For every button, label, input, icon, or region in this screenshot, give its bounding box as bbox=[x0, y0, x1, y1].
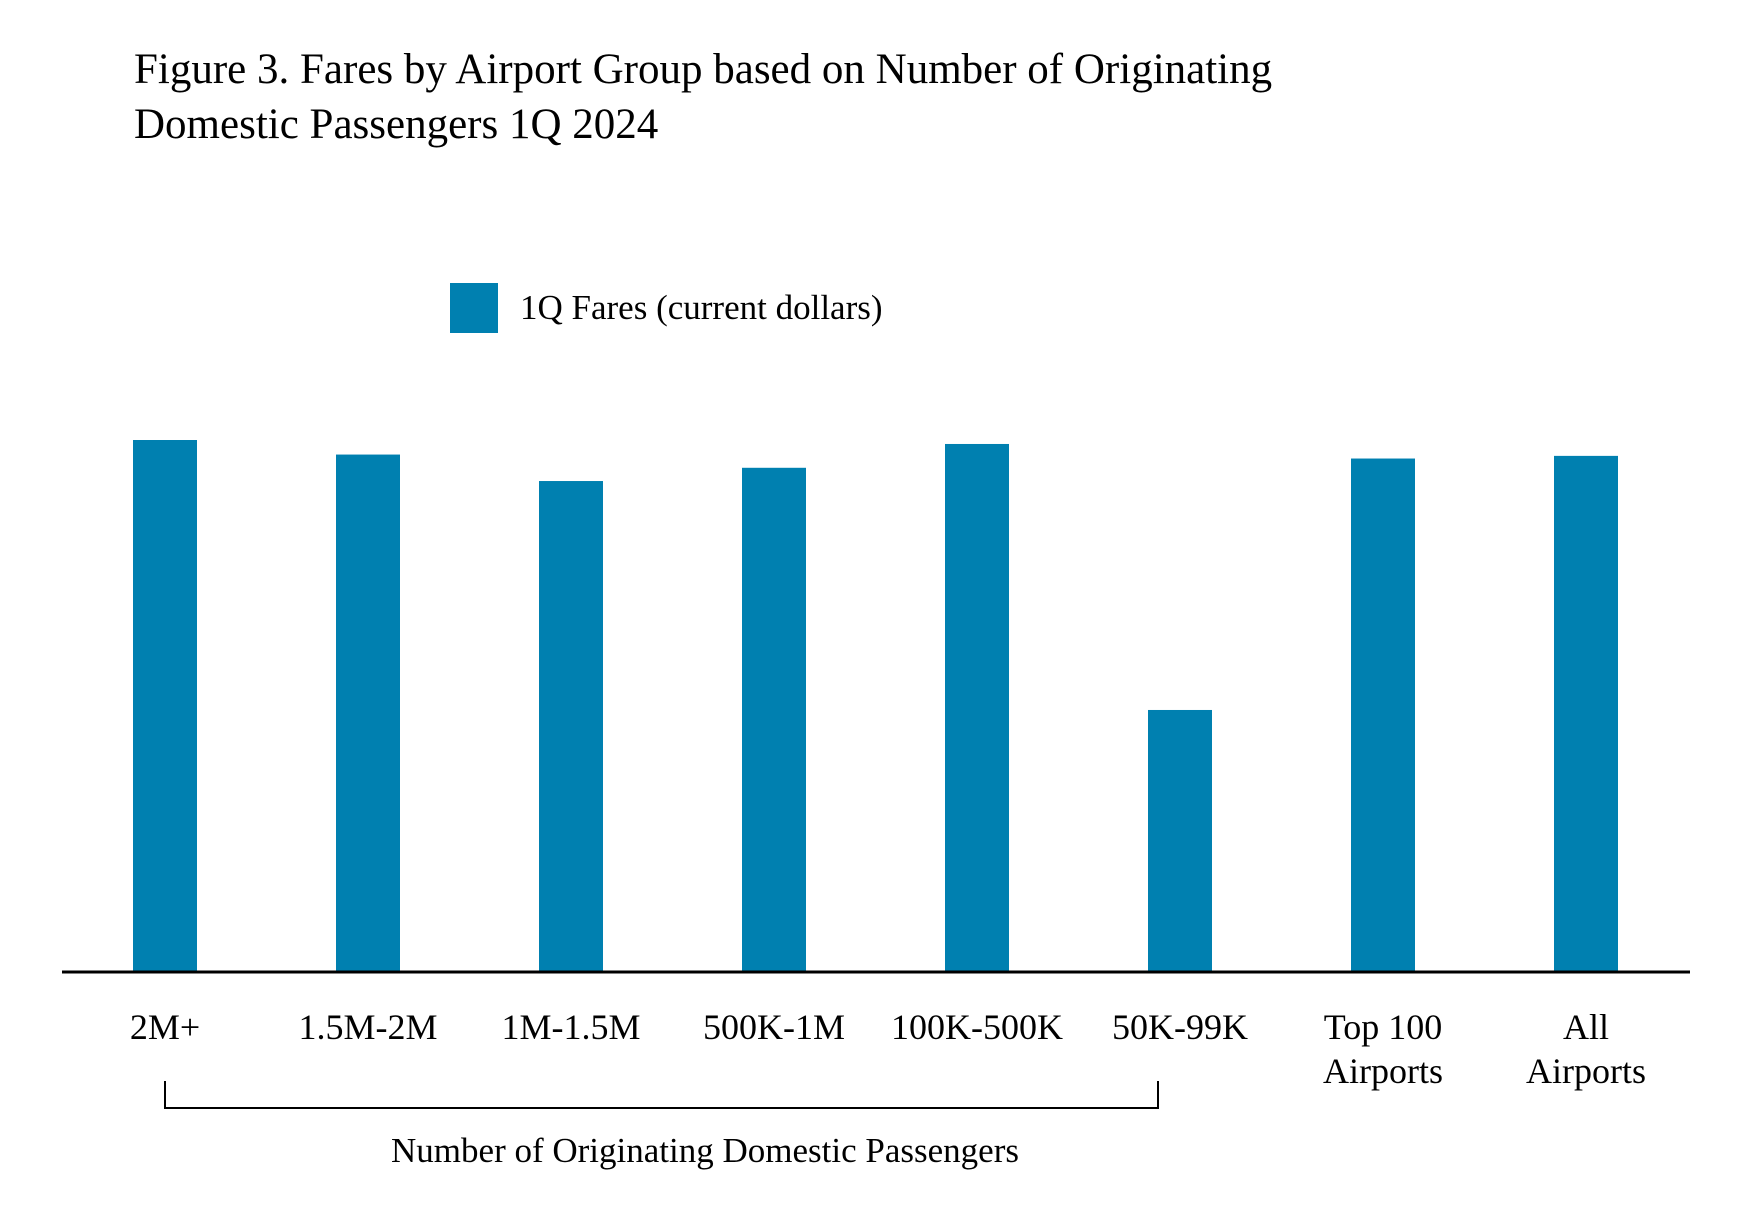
x-tick-label-line: 50K-99K bbox=[1112, 1007, 1248, 1047]
chart-title: Figure 3. Fares by Airport Group based o… bbox=[134, 42, 1272, 152]
bar-100k-500k bbox=[945, 443, 1009, 972]
x-tick-label-line: 500K-1M bbox=[703, 1007, 845, 1047]
x-tick-label: 1.5M-2M bbox=[298, 1007, 437, 1047]
x-tick-label-line: All bbox=[1563, 1007, 1609, 1047]
x-tick-label-line: 1.5M-2M bbox=[298, 1007, 437, 1047]
bar-500k-1m bbox=[742, 467, 806, 972]
x-tick-label: 1M-1.5M bbox=[501, 1007, 640, 1047]
bar-1m-1-5m bbox=[539, 481, 603, 972]
legend-swatch bbox=[450, 283, 498, 333]
x-tick-label: Top 100 Airports bbox=[1323, 1007, 1443, 1091]
chart-legend: 1Q Fares (current dollars) bbox=[450, 283, 883, 333]
bar-50k-99k bbox=[1148, 709, 1212, 972]
x-tick-label-line: Airports bbox=[1323, 1051, 1443, 1091]
category-bracket bbox=[164, 1081, 1159, 1109]
bar-1-5m-2m bbox=[336, 454, 400, 972]
bar-2m- bbox=[133, 440, 197, 972]
chart-title-line-1: Figure 3. Fares by Airport Group based o… bbox=[134, 46, 1273, 93]
bracket-label: Number of Originating Domestic Passenger… bbox=[391, 1131, 1019, 1170]
x-tick-label: 2M+ bbox=[130, 1007, 200, 1047]
x-tick-label: 100K-500K bbox=[891, 1007, 1063, 1047]
x-tick-label: 500K-1M bbox=[703, 1007, 845, 1047]
bar-top-100-airports bbox=[1351, 458, 1415, 973]
x-tick-label: All Airports bbox=[1526, 1007, 1646, 1091]
x-tick-label-line: Top 100 bbox=[1324, 1007, 1442, 1047]
x-tick-label-line: Airports bbox=[1526, 1051, 1646, 1091]
x-tick-label-line: 1M-1.5M bbox=[501, 1007, 640, 1047]
bar-all-airports bbox=[1554, 455, 1618, 972]
x-tick-label-line: 2M+ bbox=[130, 1007, 200, 1047]
x-tick-label: 50K-99K bbox=[1112, 1007, 1248, 1047]
legend-label: 1Q Fares (current dollars) bbox=[520, 288, 883, 327]
chart-title-line-2: Domestic Passengers 1Q 2024 bbox=[134, 101, 659, 148]
x-axis-tick-labels: 2M+ 1.5M-2M 1M-1.5M 500K-1M 100K-500K 50K-99K… bbox=[130, 1007, 1646, 1091]
x-tick-label-line: 100K-500K bbox=[891, 1007, 1063, 1047]
bar-group bbox=[133, 440, 1618, 973]
